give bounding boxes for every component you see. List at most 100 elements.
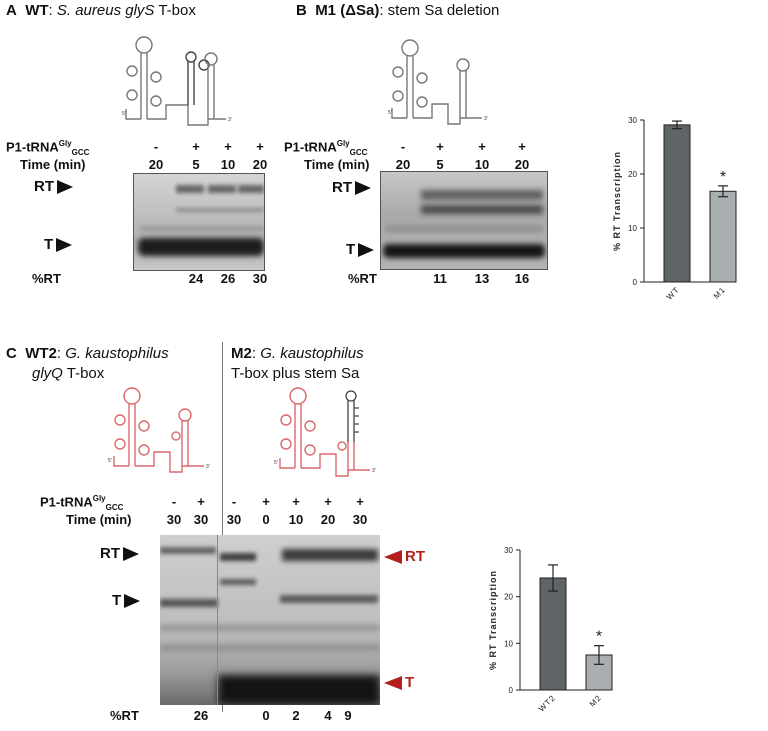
y-tick-label: 20: [504, 593, 513, 602]
rt-label: RT: [100, 545, 120, 562]
title-colon: :: [56, 345, 66, 362]
pct-rt-value: 11: [433, 271, 447, 286]
lane-treatment: -: [231, 494, 237, 509]
panel-c-right-title: M2: G. kaustophilus T-box plus stem Sa: [231, 344, 364, 384]
lane-treatment: +: [192, 139, 200, 154]
pct-rt-label: %RT: [110, 708, 139, 723]
x-tick-label: WT2: [537, 693, 557, 713]
five-prime-label: 5': [274, 460, 278, 466]
panel-a-title: A WT: S. aureus glyS T-box: [6, 2, 196, 19]
arrow-right-icon: [56, 238, 73, 253]
panel-b-construct: M1 (ΔSa): [315, 2, 380, 19]
trna-sub: GCC: [349, 147, 368, 157]
arrow-left-icon: [384, 550, 402, 565]
arrow-right-icon: [123, 547, 139, 562]
t-band-marker: T: [112, 592, 141, 609]
panel-a-row1-label: P1-tRNAGlyGCC: [6, 139, 89, 157]
trna-sup: Gly: [92, 494, 106, 503]
five-prime-label: 5': [388, 110, 392, 116]
trna-label: P1-tRNA: [284, 139, 337, 155]
arrow-left-icon: [384, 676, 402, 691]
lane-time: 0: [262, 512, 270, 527]
lane-treatment: +: [256, 139, 264, 154]
rt-band-marker: RT: [34, 178, 73, 195]
five-prime-label: 5': [122, 111, 126, 117]
panel-c-right-rna-structure: 5' 3': [274, 387, 376, 477]
pct-rt-value: 2: [292, 708, 300, 723]
t-band-marker: T: [44, 236, 73, 253]
three-prime-label: 3': [372, 468, 376, 474]
bar-m1: [709, 190, 737, 283]
panel-a-organism: S. aureus glyS: [56, 2, 155, 19]
panel-c-left-rest: T-box: [62, 365, 105, 382]
t-label: T: [405, 674, 415, 691]
panel-c-right-organism: G. kaustophilus: [260, 345, 364, 362]
three-prime-label: 3': [484, 116, 488, 122]
pct-rt-label: %RT: [32, 271, 61, 286]
y-tick-label: 0: [633, 278, 638, 287]
lane-time: 10: [474, 157, 490, 172]
lane-treatment: +: [197, 494, 205, 509]
y-tick-label: 10: [628, 224, 637, 233]
lane-time: 20: [514, 157, 530, 172]
chart-wt-m1: 0 10 20 30 % RT Transcription WT M1 *: [612, 116, 737, 302]
panel-b-title: B M1 (ΔSa): stem Sa deletion: [296, 2, 499, 19]
lane-time: 10: [288, 512, 304, 527]
lane-treatment: +: [478, 139, 486, 154]
panel-c-row1-label: P1-tRNAGlyGCC: [40, 494, 123, 512]
panel-letter-c: C: [6, 345, 17, 362]
lane-treatment: +: [224, 139, 232, 154]
panel-b-row2-label: Time (min): [304, 157, 370, 172]
lane-time: 20: [148, 157, 164, 172]
panel-a-rna-structure: 5' 3': [122, 36, 232, 126]
bar-wt2: [539, 577, 567, 691]
pct-rt-value: 4: [324, 708, 332, 723]
lane-time: 5: [436, 157, 444, 172]
pct-rt-value: 24: [188, 271, 204, 286]
pct-rt-value: 26: [193, 708, 209, 723]
panel-c-left-title: C WT2: G. kaustophilus glyQ T-box: [6, 344, 169, 384]
panel-c-right-line2: T-box plus stem Sa: [231, 365, 360, 382]
rt-label: RT: [332, 179, 352, 196]
y-tick-label: 0: [509, 686, 514, 695]
lane-time: 20: [252, 157, 268, 172]
panel-b-row1-label: P1-tRNAGlyGCC: [284, 139, 367, 157]
panel-a-row2-label: Time (min): [20, 157, 86, 172]
panel-a-construct: WT: [25, 2, 49, 19]
panel-c-left-gene: glyQ: [32, 365, 63, 382]
lane-time: 30: [193, 512, 209, 527]
t-label: T: [346, 241, 356, 258]
lane-treatment: +: [324, 494, 332, 509]
title-colon: :: [48, 2, 57, 19]
significance-asterisk: *: [596, 629, 602, 646]
trna-sup: Gly: [336, 139, 350, 148]
panel-a-title-rest: T-box: [154, 2, 196, 19]
y-tick-label: 20: [628, 170, 637, 179]
panel-c-left-rna-structure: 5' 3': [108, 387, 210, 473]
lane-treatment: +: [518, 139, 526, 154]
lane-time: 10: [220, 157, 236, 172]
chart-wt2-m2: 0 10 20 30 % RT Transcription WT2 M2 *: [488, 546, 613, 713]
pct-rt-value: 30: [252, 271, 268, 286]
arrow-right-icon: [355, 181, 371, 196]
panel-c-gel: [160, 535, 380, 705]
t-label: T: [44, 236, 54, 253]
five-prime-label: 5': [108, 458, 112, 464]
lane-treatment: -: [153, 139, 159, 154]
panel-b-gel: [380, 171, 548, 270]
y-axis-label: % RT Transcription: [612, 151, 622, 251]
t-band-marker: T: [346, 241, 375, 258]
pct-rt-value: 0: [262, 708, 270, 723]
panel-c-row2-label: Time (min): [66, 512, 132, 527]
lane-time: 5: [192, 157, 200, 172]
panel-letter-b: B: [296, 2, 307, 19]
rt-label: RT: [34, 178, 54, 195]
y-tick-label: 30: [504, 546, 513, 555]
panel-letter-a: A: [6, 2, 17, 19]
lane-treatment: +: [262, 494, 270, 509]
trna-sup: Gly: [58, 139, 72, 148]
pct-rt-value: 13: [474, 271, 490, 286]
panel-b-rna-structure: 5' 3': [388, 39, 488, 125]
lane-treatment: +: [292, 494, 300, 509]
panel-divider: [222, 342, 223, 712]
